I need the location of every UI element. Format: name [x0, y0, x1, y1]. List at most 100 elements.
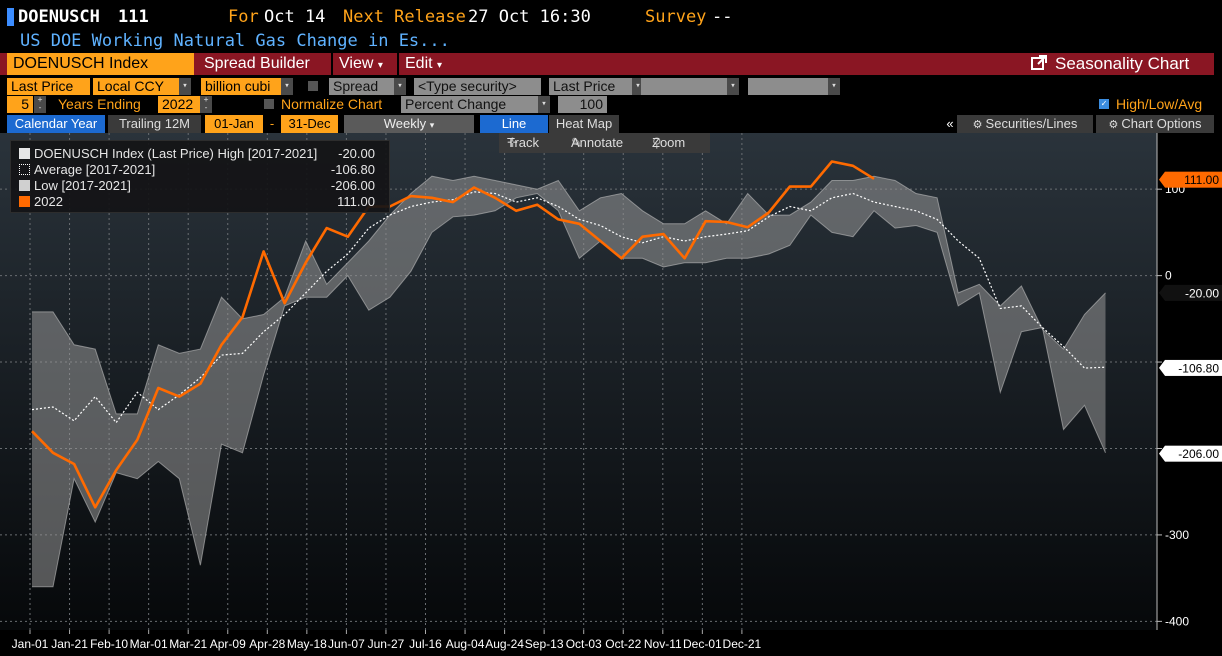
normalize-checkbox[interactable]	[264, 99, 274, 109]
x-tick-label: Oct-22	[605, 637, 641, 651]
chart-tools: ✛ Track ✎ Annotate ⚲ Zoom	[499, 133, 710, 153]
x-tick-label: Oct-03	[566, 637, 602, 651]
high-line	[32, 175, 1106, 415]
tab-heat-map[interactable]: Heat Map	[549, 115, 619, 133]
security-field[interactable]: DOENUSCH Index	[7, 53, 194, 75]
survey-label: Survey	[645, 7, 707, 27]
settings-icon: ⚙	[972, 119, 983, 131]
x-tick-label: Dec-01	[683, 637, 722, 651]
marker-pointer	[1159, 171, 1165, 188]
legend-swatch-low	[19, 180, 30, 191]
years-input[interactable]: 5	[7, 96, 33, 113]
high-low-band-area	[32, 176, 1106, 587]
x-tick-label: Apr-28	[249, 637, 285, 651]
x-tick-label: Aug-04	[446, 637, 485, 651]
chart-options-button[interactable]: ⚙ Chart Options	[1096, 115, 1214, 133]
spread-builder-button[interactable]: Spread Builder	[204, 55, 310, 72]
legend-swatch-2022	[19, 196, 30, 207]
normalize-base-input[interactable]: 100	[558, 96, 607, 113]
legend-row-average: Average [2017-2021] -106.80	[19, 162, 381, 177]
annotate-label: Annotate	[571, 135, 624, 150]
function-toolbar	[0, 53, 1214, 75]
marker-box	[1165, 359, 1222, 376]
option2-dropdown-icon[interactable]: ▾	[828, 78, 840, 95]
marker-box	[1165, 284, 1222, 301]
normalize-mode-select[interactable]: Percent Change	[401, 96, 538, 113]
option-select-2[interactable]	[748, 78, 828, 95]
end-date-input[interactable]: 31-Dec	[281, 115, 338, 133]
year-stepper-icon[interactable]: + -	[200, 96, 212, 113]
seasonality-chart-button[interactable]: Seasonality Chart	[1025, 53, 1210, 75]
tab-line[interactable]: Line	[480, 115, 548, 133]
marker-label: 111.00	[1184, 173, 1219, 187]
edit-caret-icon: ▾	[437, 60, 443, 71]
for-label: For	[228, 7, 259, 27]
x-tick-label: Mar-21	[169, 637, 207, 651]
spread-checkbox[interactable]	[308, 81, 318, 91]
frequency-select[interactable]: Weekly ▾	[344, 115, 474, 133]
years-ending-label: Years Ending	[58, 96, 141, 112]
x-tick-label: Nov-11	[644, 637, 682, 651]
tab-calendar-year[interactable]: Calendar Year	[7, 115, 105, 133]
field-select[interactable]: Last Price	[7, 78, 90, 95]
x-tick-label: Jun-07	[328, 637, 365, 651]
units-dropdown-icon[interactable]: ▾	[281, 78, 293, 95]
currency-select[interactable]: Local CCY	[93, 78, 179, 95]
spread-dropdown-icon[interactable]: ▾	[394, 78, 406, 95]
collapse-panel-button[interactable]: «	[946, 116, 954, 131]
x-tick-label: Mar-01	[130, 637, 168, 651]
x-axis: Jan-01 Jan-21 Feb-10 Mar-01 Mar-21 Apr-09 Apr-…	[12, 630, 762, 651]
option-select-1[interactable]	[641, 78, 727, 95]
securities-lines-button[interactable]: ⚙ Securities/Lines	[957, 115, 1093, 133]
x-tick-label: Jun-27	[368, 637, 405, 651]
legend-value-average: -106.80	[330, 162, 375, 177]
normalize-dropdown-icon[interactable]: ▾	[538, 96, 550, 113]
field2-select[interactable]: Last Price	[549, 78, 632, 95]
x-tick-label: Dec-21	[723, 637, 762, 651]
currency-dropdown-icon[interactable]: ▾	[179, 78, 191, 95]
x-tick-label: May-18	[287, 637, 327, 651]
legend-swatch-average	[19, 164, 30, 175]
securities-lines-label: Securities/Lines	[985, 116, 1078, 131]
low-line	[32, 192, 1106, 588]
marker-label: -20.00	[1185, 286, 1219, 300]
marker-box	[1165, 445, 1222, 462]
type-security-input[interactable]: <Type security>	[414, 78, 541, 95]
start-date-input[interactable]: 01-Jan	[205, 115, 263, 133]
frequency-caret-icon: ▾	[429, 120, 435, 130]
legend-value-2022: 111.00	[337, 194, 375, 209]
frequency-label: Weekly	[383, 116, 427, 131]
date-range-dash: -	[269, 116, 275, 131]
x-tick-label: Jul-16	[409, 637, 442, 651]
marker-label: -106.80	[1178, 361, 1219, 375]
spread-select[interactable]: Spread	[329, 78, 394, 95]
ticker-marker	[7, 8, 14, 26]
tab-trailing-12m[interactable]: Trailing 12M	[108, 115, 201, 133]
legend-label-low: Low [2017-2021]	[34, 178, 131, 193]
units-select[interactable]: billion cubi	[201, 78, 281, 95]
external-link-icon	[1031, 55, 1047, 70]
zoom-label: Zoom	[652, 135, 686, 150]
x-tick-label: Apr-09	[210, 637, 246, 651]
view-menu[interactable]: View ▾	[331, 53, 395, 75]
for-date: Oct 14	[264, 7, 326, 27]
line-2022	[31, 160, 875, 509]
legend-row-2022: 2022 111.00	[19, 194, 381, 209]
legend-swatch-high	[19, 148, 30, 159]
magnifier-icon: ⚲	[652, 135, 662, 150]
marker-pointer	[1159, 284, 1165, 301]
x-tick-label: Sep-13	[525, 637, 564, 651]
crosshair-icon: ✛	[507, 135, 518, 150]
high-low-avg-checkbox[interactable]: ✓	[1099, 99, 1109, 109]
option1-dropdown-icon[interactable]: ▾	[727, 78, 739, 95]
edit-menu[interactable]: Edit ▾	[397, 53, 455, 75]
years-stepper-icon[interactable]: + -	[34, 96, 46, 113]
track-label: Track	[507, 135, 540, 150]
chart-options-label: Chart Options	[1121, 116, 1202, 131]
legend-row-low: Low [2017-2021] -206.00	[19, 178, 381, 193]
year-end-input[interactable]: 2022	[158, 96, 200, 113]
last-value: 111	[118, 7, 149, 27]
high-low-band	[32, 175, 1106, 588]
gear-icon: ⚙	[1108, 119, 1119, 131]
